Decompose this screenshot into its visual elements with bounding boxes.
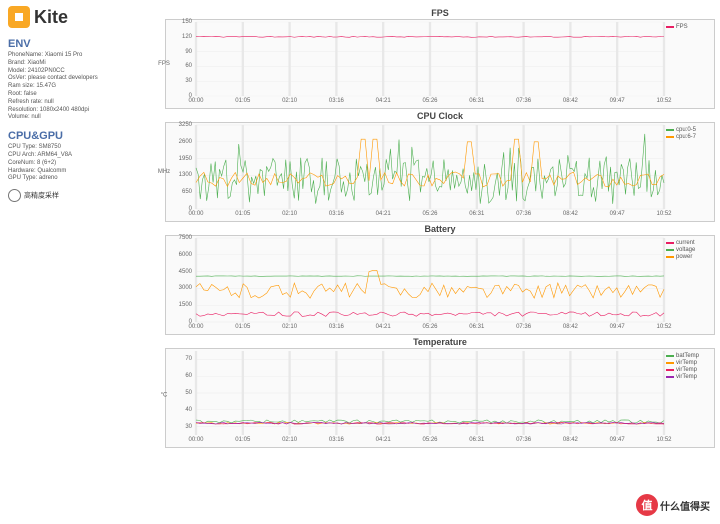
legend-item: FPS [666,24,712,30]
legend-item: current [666,240,712,246]
plot-area: 3040506070°C00:0001:0502:1003:1604:2105:… [165,348,715,448]
watermark: 值 什么值得买 [636,494,710,516]
info-line: OsVer: please contact developers [8,75,148,83]
y-axis: 3040506070 [166,351,194,435]
canvas [196,125,664,209]
info-line: CPU Type: SM8750 [8,144,148,152]
chart-title: Temperature [165,337,715,347]
y-axis: 06501300195026003250 [166,125,194,209]
legend-item: batTemp [666,353,712,359]
info-line: CPU Arch: ARM64_V8A [8,152,148,160]
legend-item: cpu:6-7 [666,134,712,140]
env-info: PhoneName: Xiaomi 15 ProBrand: XiaoMiMod… [8,52,148,122]
env-title: ENV [8,38,148,50]
legend-item: virTemp [666,360,712,366]
info-line: Root: false [8,91,148,99]
logo: Kite [8,6,148,28]
x-axis: 00:0001:0502:1003:1604:2105:2606:3107:36… [196,211,664,221]
sidebar: Kite ENV PhoneName: Xiaomi 15 ProBrand: … [8,6,148,202]
logo-icon [8,6,30,28]
watermark-icon: 值 [636,494,658,516]
sample-mode-radio[interactable]: 高精度采样 [8,189,148,202]
legend-item: voltage [666,247,712,253]
legend-item: cpu:0-5 [666,127,712,133]
info-line: Hardware: Qualcomm [8,168,148,176]
info-line: Model: 24102PN0CC [8,68,148,76]
chart-cpu: CPU Clock06501300195026003250MHz00:0001:… [165,111,715,222]
plot-area: 06501300195026003250MHz00:0001:0502:1003… [165,122,715,222]
chart-fps: FPS 0306090120150 FPS 00:0001:0502:1003:160… [165,8,715,109]
y-axis: 0306090120150 [166,22,194,96]
chart-title: FPS [165,8,715,18]
canvas [196,22,664,96]
chart-temp: Temperature3040506070°C00:0001:0502:1003… [165,337,715,448]
x-axis: 00:0001:0502:1003:1604:2105:2606:3107:36… [196,324,664,334]
canvas [196,351,664,435]
logo-text: Kite [34,7,68,28]
legend-item: virTemp [666,367,712,373]
canvas [196,238,664,322]
y-label: MHz [158,169,170,175]
info-line: Resolution: 1080x2400 480dpi [8,107,148,115]
legend: cpu:0-5cpu:6-7 [666,127,712,141]
cpugpu-info: CPU Type: SM8750CPU Arch: ARM64_V8ACoreN… [8,144,148,183]
info-line: PhoneName: Xiaomi 15 Pro [8,52,148,60]
charts-area: FPS 0306090120150 FPS 00:0001:0502:1003:160… [165,8,715,450]
info-line: CoreNum: 8 (6+2) [8,160,148,168]
plot-area: 0306090120150 FPS 00:0001:0502:1003:1604:2… [165,19,715,109]
info-line: GPU Type: adreno [8,175,148,183]
legend: batTempvirTempvirTempvirTemp [666,353,712,381]
legend: currentvoltagepower [666,240,712,261]
legend-item: power [666,254,712,260]
x-axis: 00:0001:0502:1003:1604:2105:2606:3107:36… [196,437,664,447]
plot-area: 01500300045006000750000:0001:0502:1003:1… [165,235,715,335]
info-line: Ram size: 15.47G [8,83,148,91]
y-label: FPS [158,61,170,67]
cpugpu-title: CPU&GPU [8,130,148,142]
info-line: Refresh rate: null [8,99,148,107]
info-line: Brand: XiaoMi [8,60,148,68]
chart-title: Battery [165,224,715,234]
info-line: Volume: null [8,114,148,122]
chart-battery: Battery01500300045006000750000:0001:0502… [165,224,715,335]
y-axis: 015003000450060007500 [166,238,194,322]
legend: FPS [666,24,712,31]
legend-item: virTemp [666,374,712,380]
watermark-text: 什么值得买 [660,498,710,513]
chart-title: CPU Clock [165,111,715,121]
radio-input[interactable] [8,189,21,202]
y-label: °C [161,392,168,398]
x-axis: 00:0001:0502:1003:1604:2105:2606:3107:36… [196,98,664,108]
